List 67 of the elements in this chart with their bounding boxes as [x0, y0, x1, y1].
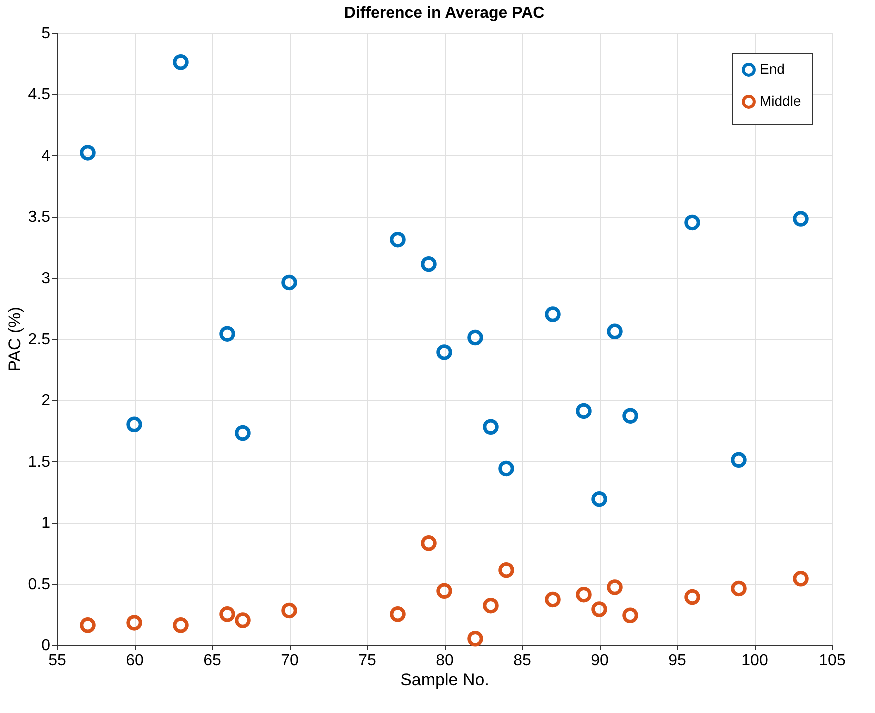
point — [545, 592, 561, 608]
point — [498, 460, 514, 477]
point — [793, 211, 809, 227]
point — [173, 618, 189, 634]
x-tick-label: 55 — [48, 652, 66, 670]
point — [731, 580, 747, 597]
point — [468, 330, 484, 346]
y-tick-label: 2 — [42, 392, 51, 410]
x-tick-label: 90 — [591, 652, 609, 670]
point — [220, 326, 236, 342]
point — [592, 602, 608, 618]
point — [622, 408, 638, 424]
y-tick-label: 4.5 — [28, 86, 51, 104]
x-tick-label: 105 — [819, 652, 846, 670]
point — [622, 608, 638, 624]
y-tick-label: 5 — [42, 26, 51, 42]
x-tick-label: 65 — [204, 652, 222, 670]
point — [421, 536, 437, 552]
point — [436, 344, 452, 360]
point — [390, 232, 406, 248]
point — [436, 583, 452, 600]
x-tick-label: 95 — [668, 652, 686, 670]
y-tick-label: 3 — [42, 270, 51, 288]
point — [498, 562, 514, 578]
point — [607, 580, 623, 596]
y-axis-title: PAC (%) — [5, 307, 24, 372]
point — [220, 606, 236, 622]
point — [483, 419, 499, 435]
point — [576, 586, 592, 603]
x-axis-title: Sample No. — [400, 670, 490, 690]
point — [576, 403, 592, 420]
point — [483, 598, 499, 614]
point — [173, 54, 189, 70]
point — [793, 571, 809, 587]
point — [282, 602, 298, 619]
y-tick-label: 2.5 — [28, 332, 51, 348]
point — [80, 618, 96, 634]
point — [126, 416, 142, 433]
legend-label: End — [760, 61, 785, 77]
x-tick-label: 60 — [126, 652, 144, 670]
y-tick-label: 0 — [42, 638, 51, 654]
chart-title: Difference in Average PAC — [344, 5, 546, 22]
x-tick-label: 80 — [436, 652, 454, 670]
x-tick-label: 85 — [514, 652, 532, 670]
x-tick-label: 100 — [742, 652, 768, 670]
point — [592, 491, 608, 508]
y-tick-label: 4 — [42, 148, 51, 165]
point — [80, 145, 96, 161]
y-tick-label: 0.5 — [28, 576, 51, 594]
legend-label: Middle — [760, 93, 802, 109]
point — [607, 324, 623, 340]
point — [684, 589, 700, 606]
point — [282, 274, 298, 291]
y-tick-label: 3.5 — [28, 209, 51, 226]
point — [731, 452, 747, 468]
x-tick-label: 70 — [281, 652, 299, 670]
point — [421, 256, 437, 272]
point — [545, 306, 561, 322]
x-tick-label: 75 — [358, 652, 376, 670]
point — [684, 214, 700, 231]
point — [390, 606, 406, 622]
y-tick-label: 1 — [42, 515, 51, 532]
point — [235, 425, 251, 442]
point — [126, 615, 142, 631]
y-tick-label: 1.5 — [28, 454, 51, 471]
point — [235, 612, 251, 628]
point — [468, 631, 484, 647]
